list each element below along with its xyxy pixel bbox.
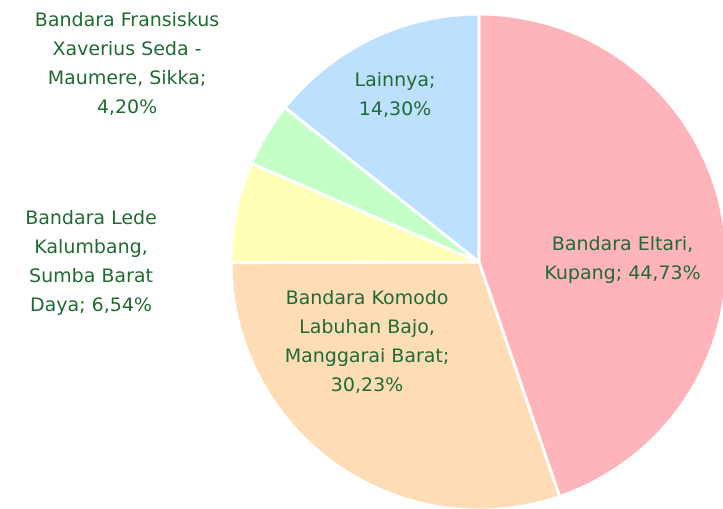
pie-slice [477,12,723,499]
label-value: 6,54% [91,294,152,316]
data-label: Bandara Lede Kalumbang, Sumba Barat Daya… [25,207,157,316]
pie-slice [282,12,481,266]
label-value: 4,20% [96,96,158,118]
label-value: 14,30% [358,98,432,120]
pie-slice [229,260,562,509]
data-label: Bandara Komodo Labuhan Bajo, Manggarai B… [284,287,450,396]
label-value: 30,23% [330,374,404,396]
data-label: Lainnya; 14,30% [354,69,436,120]
label-category: Lainnya [354,69,430,91]
label-category: Bandara Komodo Labuhan Bajo, Manggarai B… [284,287,449,367]
label-category: Bandara Fransiskus Xaverius Seda - Maume… [34,9,220,89]
label-category: Bandara Eltari, Kupang [544,233,694,284]
data-label: Bandara Eltari, Kupang; 44,73% [544,233,701,284]
data-label: Bandara Fransiskus Xaverius Seda - Maume… [34,9,220,118]
label-value: 44,73% [628,262,701,284]
label-category: Bandara Lede Kalumbang, Sumba Barat Daya [25,207,157,316]
